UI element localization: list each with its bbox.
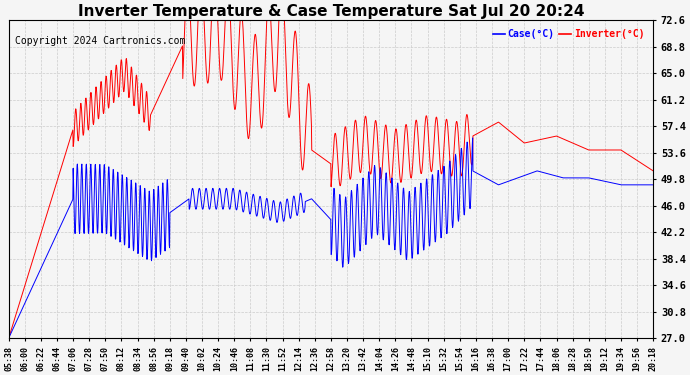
Text: Copyright 2024 Cartronics.com: Copyright 2024 Cartronics.com — [15, 36, 186, 46]
Title: Inverter Temperature & Case Temperature Sat Jul 20 20:24: Inverter Temperature & Case Temperature … — [78, 4, 584, 19]
Legend: Case(°C), Inverter(°C): Case(°C), Inverter(°C) — [489, 25, 649, 43]
